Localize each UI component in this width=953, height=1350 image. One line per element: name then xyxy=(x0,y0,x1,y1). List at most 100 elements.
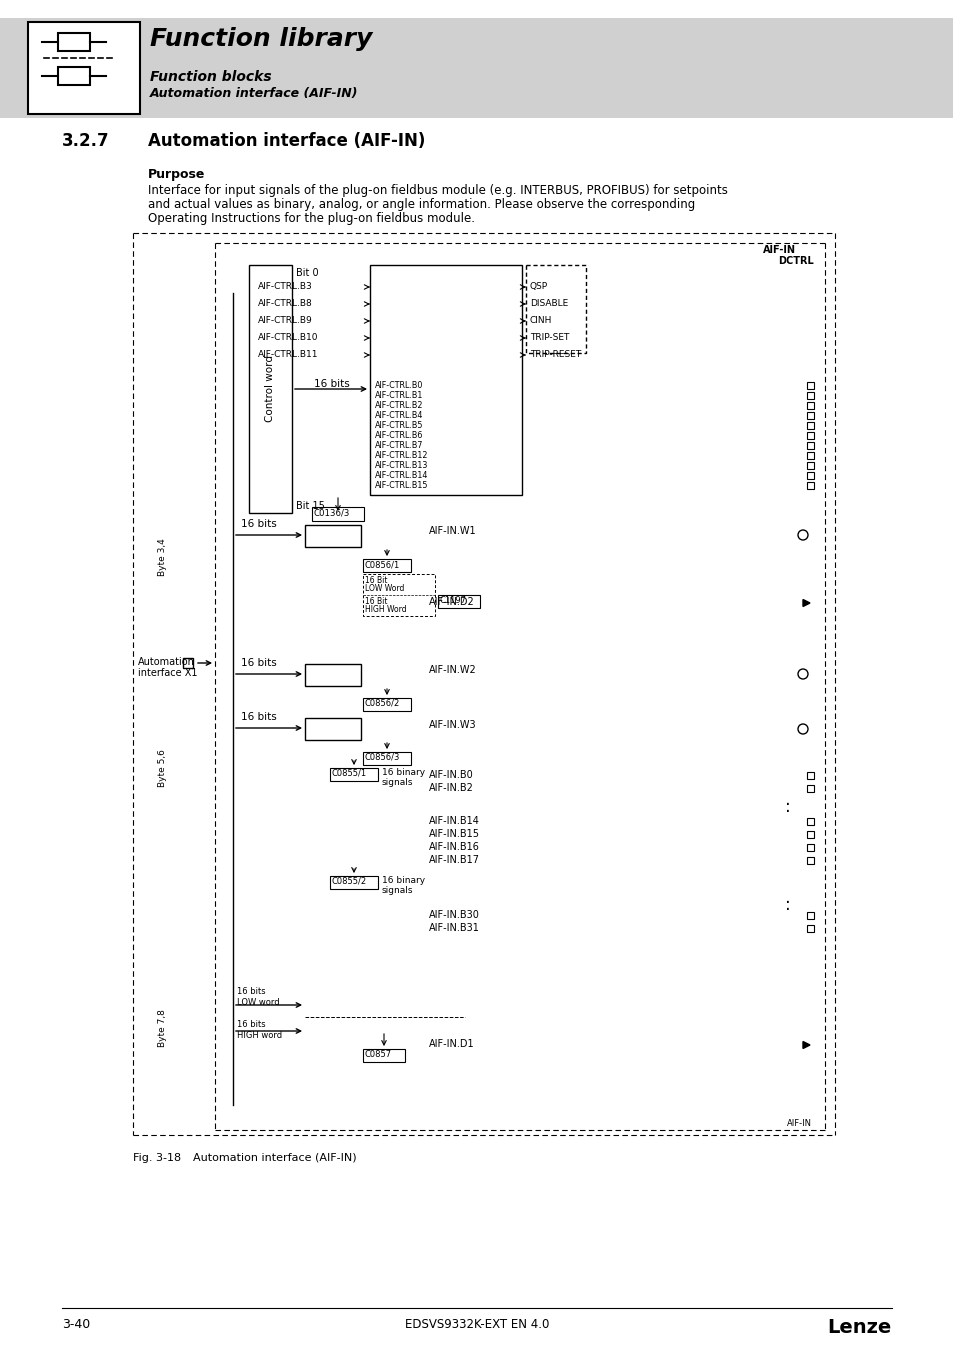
Bar xyxy=(363,752,411,765)
Text: signals: signals xyxy=(381,886,413,895)
Text: QSP: QSP xyxy=(530,282,548,292)
Text: LOW word: LOW word xyxy=(236,998,279,1007)
Text: AIF-CTRL.B14: AIF-CTRL.B14 xyxy=(375,471,428,481)
Text: AIF-CTRL.B8: AIF-CTRL.B8 xyxy=(257,298,313,308)
Bar xyxy=(330,768,377,782)
Bar xyxy=(806,925,814,932)
Bar xyxy=(330,876,377,890)
Bar xyxy=(806,401,814,409)
Text: HIGH word: HIGH word xyxy=(236,1031,282,1040)
Text: 16 bits: 16 bits xyxy=(314,379,350,389)
Text: AIF-IN.D1: AIF-IN.D1 xyxy=(429,1040,475,1049)
Text: Bit 15: Bit 15 xyxy=(295,501,325,512)
Text: AIF-CTRL.B2: AIF-CTRL.B2 xyxy=(375,401,423,410)
Text: AIF-CTRL.B9: AIF-CTRL.B9 xyxy=(257,316,313,325)
Bar xyxy=(437,595,479,608)
Text: C0856/2: C0856/2 xyxy=(365,699,400,707)
Text: 16 Bit: 16 Bit xyxy=(365,597,387,606)
Bar xyxy=(806,441,814,448)
Text: TRIP-SET: TRIP-SET xyxy=(530,333,569,342)
Bar xyxy=(806,451,814,459)
Polygon shape xyxy=(802,599,809,606)
Text: Function library: Function library xyxy=(150,27,372,51)
Bar xyxy=(806,482,814,489)
Bar xyxy=(370,265,521,495)
Text: EDSVS9332K-EXT EN 4.0: EDSVS9332K-EXT EN 4.0 xyxy=(404,1318,549,1331)
Text: :: : xyxy=(784,896,790,914)
Bar xyxy=(249,265,292,513)
Text: AIF-CTRL.B5: AIF-CTRL.B5 xyxy=(375,421,423,431)
Text: Lenze: Lenze xyxy=(827,1318,891,1336)
Text: AIF-CTRL.B6: AIF-CTRL.B6 xyxy=(375,431,423,440)
Text: AIF-CTRL.B1: AIF-CTRL.B1 xyxy=(375,392,423,400)
Text: AIF-IN: AIF-IN xyxy=(786,1119,811,1129)
Text: Automation interface (AIF-IN): Automation interface (AIF-IN) xyxy=(150,86,358,100)
Text: AIF-CTRL.B13: AIF-CTRL.B13 xyxy=(375,460,428,470)
Bar xyxy=(806,844,814,850)
Circle shape xyxy=(797,670,807,679)
Bar xyxy=(806,382,814,389)
Text: AIF-IN.W3: AIF-IN.W3 xyxy=(429,720,476,730)
Text: signals: signals xyxy=(381,778,413,787)
Bar xyxy=(305,718,360,740)
Text: 16 bits: 16 bits xyxy=(241,711,276,722)
Bar xyxy=(58,68,90,85)
Text: C1197: C1197 xyxy=(439,595,467,605)
Text: AIF-CTRL.B7: AIF-CTRL.B7 xyxy=(375,441,423,450)
Text: C0136/3: C0136/3 xyxy=(314,508,350,517)
Text: C0856/1: C0856/1 xyxy=(365,560,400,568)
Bar xyxy=(525,265,585,352)
Text: HIGH Word: HIGH Word xyxy=(365,605,406,614)
Circle shape xyxy=(797,724,807,734)
Text: AIF-CTRL.B4: AIF-CTRL.B4 xyxy=(375,410,423,420)
Circle shape xyxy=(797,531,807,540)
Text: Automation interface (AIF-IN): Automation interface (AIF-IN) xyxy=(193,1153,356,1162)
Text: Byte 5,6: Byte 5,6 xyxy=(158,749,168,787)
Text: 3.2.7: 3.2.7 xyxy=(62,132,110,150)
Text: Operating Instructions for the plug-on fieldbus module.: Operating Instructions for the plug-on f… xyxy=(148,212,475,225)
Text: DCTRL: DCTRL xyxy=(778,256,813,266)
Text: Interface for input signals of the plug-on fieldbus module (e.g. INTERBUS, PROFI: Interface for input signals of the plug-… xyxy=(148,184,727,197)
Text: :: : xyxy=(784,798,790,815)
Bar xyxy=(363,1049,405,1062)
Bar xyxy=(363,559,411,572)
Text: AIF-IN.B2: AIF-IN.B2 xyxy=(429,783,474,792)
Text: Function blocks: Function blocks xyxy=(150,70,272,84)
Text: Bit 0: Bit 0 xyxy=(295,269,318,278)
Text: C0856/3: C0856/3 xyxy=(365,753,400,761)
Bar xyxy=(28,22,140,113)
Text: Automation: Automation xyxy=(138,657,194,667)
Text: AIF-IN.W2: AIF-IN.W2 xyxy=(429,666,476,675)
Text: AIF-IN.B0: AIF-IN.B0 xyxy=(429,769,474,780)
Text: AIF-CTRL.B0: AIF-CTRL.B0 xyxy=(375,381,423,390)
Text: AIF-IN.D2: AIF-IN.D2 xyxy=(429,597,475,608)
Bar xyxy=(806,432,814,439)
Text: Fig. 3-18: Fig. 3-18 xyxy=(132,1153,181,1162)
Bar xyxy=(806,471,814,478)
Bar xyxy=(806,856,814,864)
Text: TRIP-RESET: TRIP-RESET xyxy=(530,350,580,359)
Text: 16 bits: 16 bits xyxy=(241,657,276,668)
Text: AIF-IN.B17: AIF-IN.B17 xyxy=(429,855,479,865)
Text: 16 binary: 16 binary xyxy=(381,876,425,886)
Bar xyxy=(312,508,364,521)
Text: DISABLE: DISABLE xyxy=(530,298,568,308)
Text: C0855/1: C0855/1 xyxy=(332,769,367,778)
Text: AIF-IN: AIF-IN xyxy=(762,244,795,255)
Bar xyxy=(806,421,814,428)
Text: AIF-IN.B14: AIF-IN.B14 xyxy=(429,815,479,826)
Text: Purpose: Purpose xyxy=(148,167,205,181)
Text: 16 Bit: 16 Bit xyxy=(365,576,387,585)
Text: 16 bits: 16 bits xyxy=(241,518,276,529)
Bar xyxy=(806,392,814,398)
Text: AIF-CTRL.B12: AIF-CTRL.B12 xyxy=(375,451,428,460)
Bar xyxy=(363,574,435,616)
Bar xyxy=(305,525,360,547)
Text: Byte 7,8: Byte 7,8 xyxy=(158,1008,168,1048)
Bar xyxy=(806,830,814,837)
Text: 16 binary: 16 binary xyxy=(381,768,425,778)
Text: AIF-IN.B16: AIF-IN.B16 xyxy=(429,842,479,852)
Bar xyxy=(363,698,411,711)
Text: AIF-CTRL.B3: AIF-CTRL.B3 xyxy=(257,282,313,292)
Text: AIF-IN.B31: AIF-IN.B31 xyxy=(429,923,479,933)
